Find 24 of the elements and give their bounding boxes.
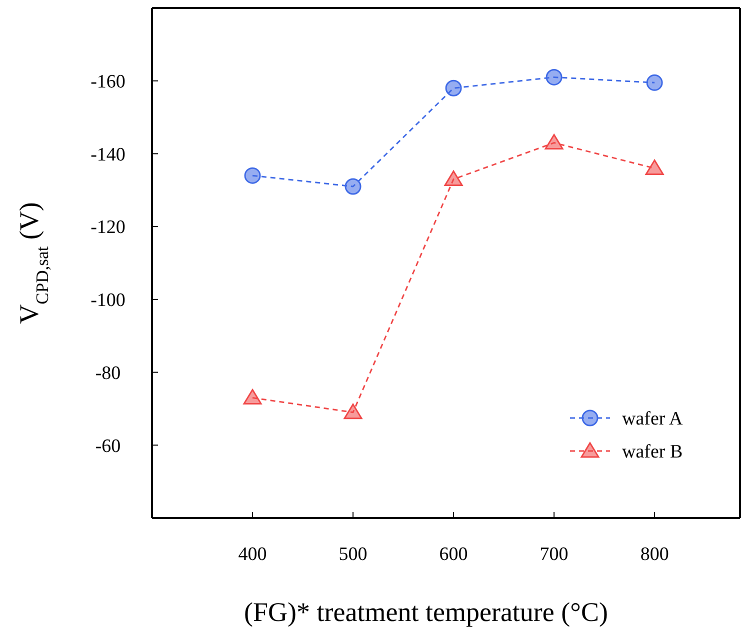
point [244,167,261,184]
x-tick-label: 800 [640,544,669,565]
y-tick-label: -160 [90,72,126,93]
point [344,178,362,195]
point [344,404,362,420]
x-tick-label: 700 [540,544,568,565]
legend-label: wafer A [622,408,683,430]
y-tick-label: -140 [90,144,126,166]
y-tick-label: -80 [95,362,121,384]
point [445,80,462,96]
x-tick-label: 600 [439,544,468,565]
x-axis-title: (FG)* treatment temperature (°C) [244,597,608,627]
point [645,160,664,176]
x-tick-label: 400 [238,544,267,565]
legend-label: wafer B [622,442,683,463]
point [243,389,262,405]
point [546,68,562,86]
point [444,170,463,186]
point [646,74,663,91]
point [544,134,564,150]
x-tick-label: 500 [338,544,368,565]
y-tick-label: -100 [90,290,126,312]
y-tick-label: -60 [95,436,121,457]
y-tick-label: -120 [90,217,126,238]
